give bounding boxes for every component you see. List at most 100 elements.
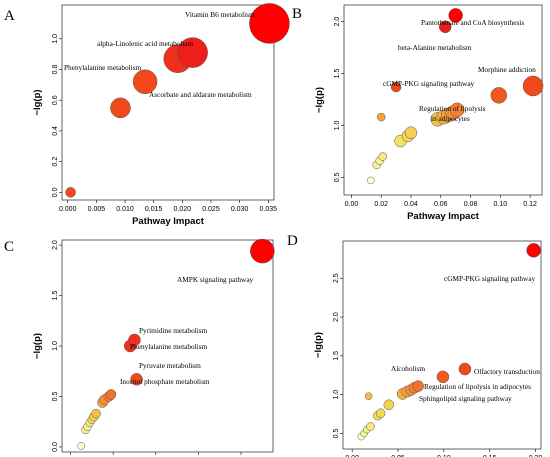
annotation-label: cGMP-PKG signaling pathway — [444, 274, 536, 283]
y-tick-label: 0.6 — [52, 95, 59, 105]
data-point — [378, 152, 387, 161]
data-point — [448, 8, 463, 23]
annotation-label: Alcoholism — [391, 364, 425, 373]
data-point — [367, 176, 375, 185]
data-point — [128, 333, 141, 347]
data-point — [366, 422, 375, 431]
annotation-label: Pyruvate metabolism — [139, 361, 201, 370]
data-point — [490, 87, 508, 104]
panel-a: A 0.000 0.005 0.010 0.015 0.020 0.025 0.030 0.03… — [4, 3, 290, 227]
plot-frame — [343, 4, 543, 196]
y-tick-label: 0.2 — [52, 157, 59, 167]
data-point — [526, 243, 541, 258]
x-tick-label: 0.000 — [59, 206, 77, 213]
x-tick-label: 0.015 — [145, 206, 163, 213]
y-tick-label: 1.5 — [333, 351, 340, 361]
y-tick-label: 2.5 — [333, 273, 340, 283]
data-point — [110, 97, 131, 119]
x-tick-label: 0.00 — [345, 455, 359, 457]
data-point — [390, 81, 402, 93]
panel-label: B — [292, 6, 302, 22]
x-axis-label: Pathway Impact — [132, 216, 205, 227]
annotation-label: Phenylalanine metabolism — [130, 342, 208, 351]
data-point — [376, 112, 386, 122]
x-tick-label: 0.005 — [88, 206, 106, 213]
data-point — [250, 238, 275, 264]
y-tick-label: 2.0 — [334, 17, 341, 27]
data-point — [91, 408, 101, 419]
x-tick-label: 0.12 — [523, 201, 537, 208]
panel-d: D0.000.050.100.150.200.51.01.52.02.5Path… — [287, 233, 542, 457]
annotation-label: AMPK signaling pathway — [177, 275, 254, 284]
annotation-label: Sphingolipid signaling pathway — [419, 394, 512, 403]
annotation-label: Morphine addiction — [478, 65, 536, 74]
annotation-label: beta-Alanine metabolism — [398, 43, 472, 52]
data-point — [130, 373, 143, 386]
y-tick-label: 0.4 — [52, 126, 59, 136]
x-tick-label: 0.06 — [434, 201, 448, 208]
data-point — [412, 380, 424, 392]
y-tick-label: 0.0 — [52, 442, 59, 452]
x-tick-label: 0.010 — [116, 206, 134, 213]
data-point — [249, 3, 290, 44]
x-tick-label: 0.035 — [260, 206, 278, 213]
y-tick-label: 1.0 — [334, 120, 341, 130]
annotation-label: in adipocytes — [431, 114, 470, 123]
y-axis-label: −lg(p) — [313, 332, 324, 358]
x-tick-label: 0.10 — [494, 201, 508, 208]
annotation-label: Pantothenate and CoA biosynthesis — [421, 18, 524, 27]
annotation-label: cGMP-PKG signaling pathway — [383, 79, 475, 88]
x-tick-label: 0.00 — [345, 201, 359, 208]
panel-label: D — [287, 233, 298, 249]
data-point — [438, 20, 452, 34]
x-tick-label: 0.030 — [231, 206, 249, 213]
data-point — [404, 126, 418, 139]
x-tick-label: 0.08 — [464, 201, 478, 208]
data-point — [522, 75, 544, 97]
x-tick-label: 0.20 — [529, 455, 543, 457]
y-tick-label: 0.5 — [334, 172, 341, 182]
y-tick-label: 1.5 — [52, 291, 59, 301]
data-point — [77, 442, 85, 450]
data-point — [105, 389, 117, 400]
x-tick-label: 0.04 — [404, 201, 418, 208]
data-point — [449, 102, 465, 118]
panel-label: A — [4, 8, 15, 24]
annotation-label: Ascorbate and aldarate metabolism — [149, 90, 252, 99]
y-tick-label: 1.0 — [52, 341, 59, 351]
panel-c: C0.000.020.040.060.080.00.51.01.52.0Path… — [4, 238, 275, 455]
data-point — [132, 69, 158, 95]
panel-label: C — [4, 239, 14, 255]
annotation-label: Pyrimidine metabolism — [139, 326, 208, 335]
x-axis-label: Pathway Impact — [407, 211, 480, 222]
x-tick-label: 0.02 — [374, 201, 388, 208]
y-tick-label: 0.5 — [52, 392, 59, 402]
x-tick-label: 0.10 — [437, 455, 451, 457]
y-tick-label: 1.0 — [52, 34, 59, 44]
plot-frame — [61, 4, 275, 201]
y-tick-label: 2.0 — [333, 312, 340, 322]
annotation-label: Olfactory transduction — [474, 367, 540, 376]
y-axis-label: −lg(p) — [32, 333, 43, 359]
annotation-label: Vitamin B6 metabolism — [185, 10, 255, 19]
annotation-label: Regulation of lipolysis — [419, 104, 486, 113]
annotation-label: alpha-Linolenic acid metabolism — [97, 39, 193, 48]
y-tick-label: 1.0 — [333, 390, 340, 400]
y-tick-label: 0.0 — [52, 187, 59, 197]
data-point — [375, 408, 386, 419]
annotation-label: Phenylalanine metabolism — [64, 63, 142, 72]
x-tick-label: 0.025 — [202, 206, 220, 213]
x-tick-label: 0.020 — [174, 206, 192, 213]
data-point — [458, 362, 472, 376]
y-axis-label: −lg(p) — [314, 87, 325, 113]
annotation-label: Regulation of lipolysis in adipocytes — [424, 382, 531, 391]
panel-b: B 0.00 0.02 0.04 0.06 0.08 0.10 0.12 0.5 1.0 1.5 2.… — [292, 4, 544, 222]
data-point — [383, 399, 395, 411]
annotation-label: Inositol phosphate metabolism — [120, 377, 210, 386]
y-tick-label: 2.0 — [52, 240, 59, 250]
data-point — [65, 187, 76, 198]
y-tick-label: 1.5 — [334, 69, 341, 79]
data-point — [436, 370, 450, 384]
y-tick-label: 0.5 — [333, 429, 340, 439]
